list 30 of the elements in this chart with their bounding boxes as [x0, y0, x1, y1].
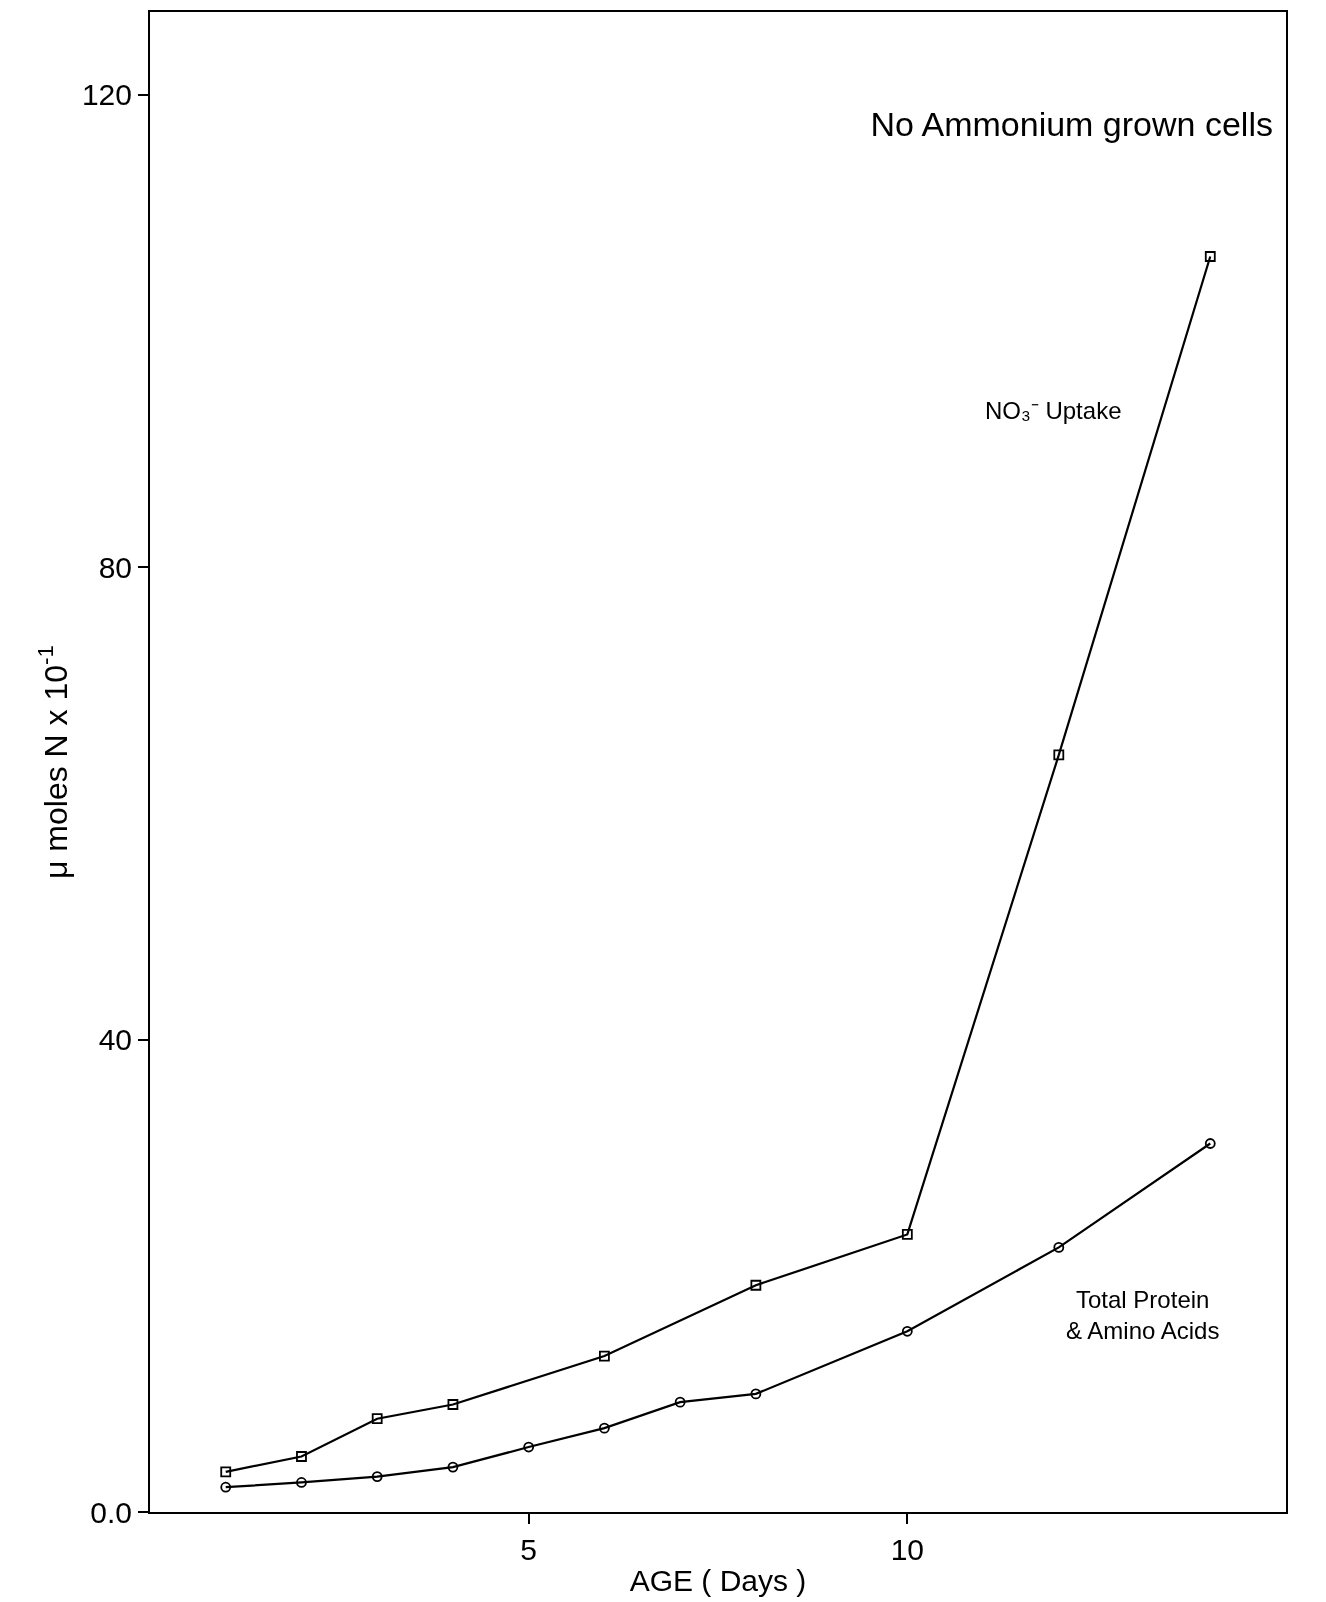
x-tick-label: 5: [520, 1533, 538, 1566]
point: [220, 1466, 232, 1478]
point: [371, 1413, 383, 1425]
x-axis-title: AGE ( Days ): [629, 1564, 807, 1597]
y-tick-label: 80: [98, 550, 132, 584]
point: [220, 1481, 232, 1493]
point: [901, 1229, 913, 1240]
point: [750, 1388, 762, 1400]
x-tick-label: 10: [890, 1533, 925, 1566]
point: [674, 1396, 686, 1408]
point: [523, 1441, 535, 1453]
text: No Ammonium grown cells: [870, 104, 1273, 143]
y-tick-label: 40: [98, 1023, 132, 1057]
series-label: Total Protein & Amino Acids: [1066, 1286, 1220, 1345]
point: [599, 1350, 610, 1362]
point: [447, 1461, 459, 1473]
point: [599, 1422, 610, 1434]
point: [447, 1399, 459, 1410]
point: [296, 1451, 307, 1462]
y-tick-label: 0.0: [90, 1495, 132, 1529]
point: [901, 1325, 913, 1337]
point: [750, 1279, 762, 1291]
point: [1053, 1242, 1065, 1253]
series-label: NO₃⁻ Uptake: [985, 397, 1122, 424]
point: [1204, 1138, 1216, 1149]
point: [371, 1471, 383, 1482]
point: [296, 1477, 307, 1488]
point: [1053, 749, 1065, 761]
point: [1204, 251, 1216, 262]
y-tick-label: 120: [81, 78, 132, 112]
